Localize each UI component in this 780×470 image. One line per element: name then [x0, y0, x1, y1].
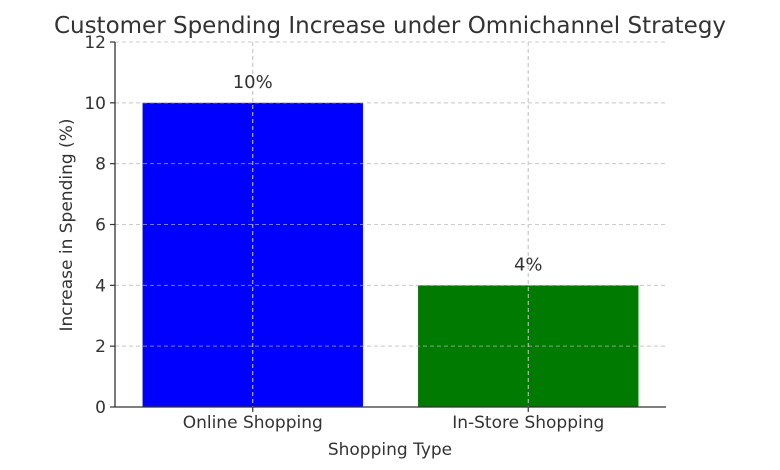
x-axis-label: Shopping Type	[328, 440, 452, 460]
x-tick-label: Online Shopping	[183, 413, 323, 433]
labels: 0 2 4 6 8 10 12 Online Shopping In-Store Shoppin…	[84, 33, 604, 433]
y-tick-label: 10	[84, 94, 106, 114]
axes	[110, 41, 666, 412]
x-tick-label: In-Store Shopping	[452, 413, 604, 433]
y-tick-label: 4	[95, 276, 106, 296]
y-tick-label: 12	[84, 33, 106, 53]
y-tick-label: 0	[95, 398, 106, 418]
data-label: 4%	[514, 254, 543, 275]
y-tick-label: 8	[95, 155, 106, 175]
y-tick-label: 2	[95, 337, 106, 357]
data-label: 10%	[233, 72, 273, 93]
y-tick-label: 6	[95, 216, 106, 236]
chart-title: Customer Spending Increase under Omnicha…	[54, 13, 726, 39]
y-axis-label: Increase in Spending (%)	[57, 119, 77, 332]
bars	[115, 41, 666, 408]
